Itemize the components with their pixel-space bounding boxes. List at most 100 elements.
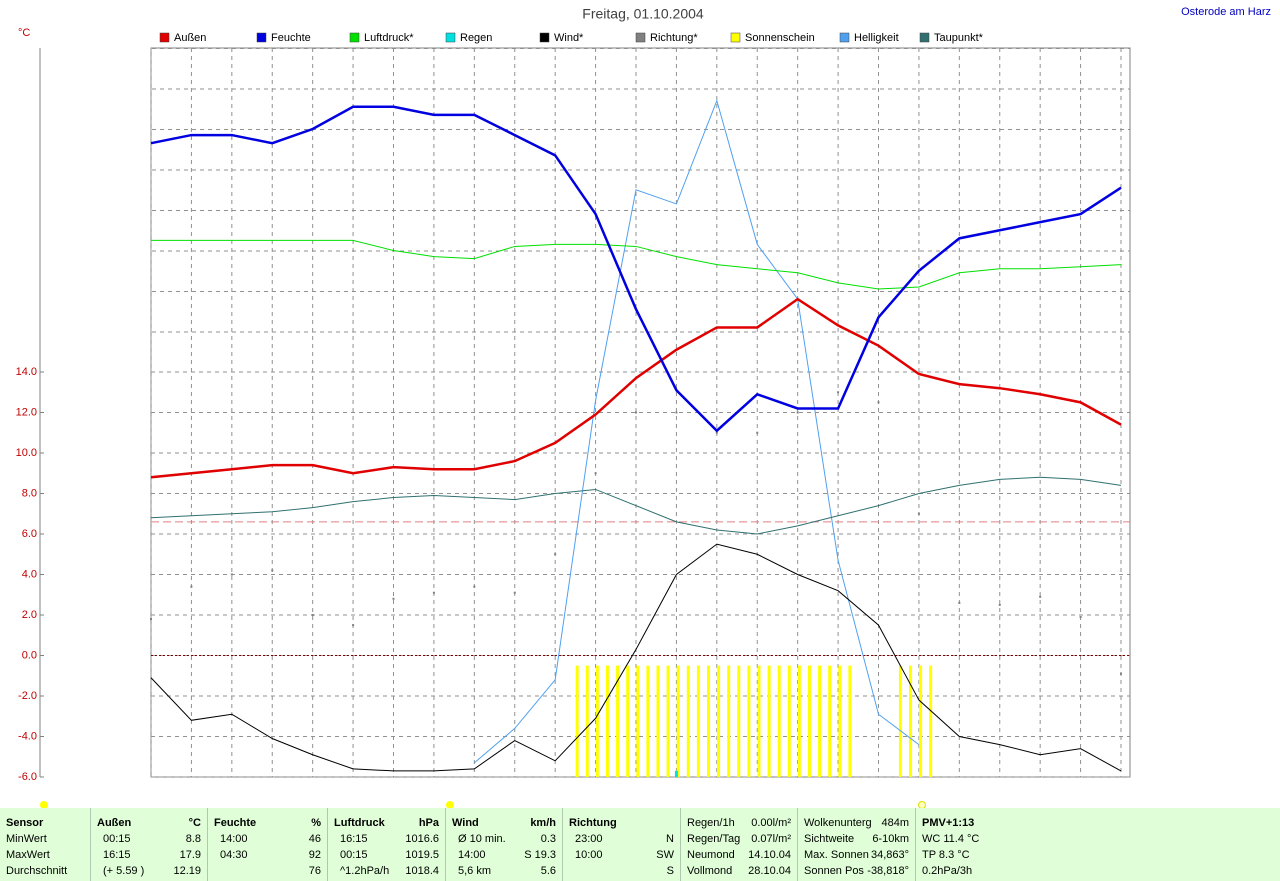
table-cell: Sichtweite [804,833,855,845]
chart: °C Freitag, 01.10.2004 Osterode am Harz … [16,6,1271,808]
table-row: MaxWert [6,847,84,863]
direction-dot [635,411,637,414]
legend-swatch [539,32,550,43]
table-cell: 28.10.04 [748,865,791,877]
series-line [150,476,1122,535]
legend-label: Wind* [554,32,584,44]
y-tick-label: 0.0 [22,649,37,661]
table-cell: Vollmond [687,865,733,877]
table-cell: hPa [418,817,439,829]
table-column: Wolkenunterg 484m Sichtweite 6-10km Max. Son… [797,808,915,881]
upper-grid [151,48,1130,372]
table-cell: N [666,833,674,845]
bar [674,770,678,777]
y-tick-label: -6.0 [18,771,37,783]
table-row: 00:15 8.8 [97,831,201,847]
table-column: Feuchte% 14:00 46 04:30 92 76 [207,808,327,881]
table-cell: Neumond [687,849,735,861]
table-column: Luftdruck hPa 16:15 1016.6 00:15 1019.5 ^1.2hP… [327,808,445,881]
summary-table: Sensor MinWert MaxWert Durchschnitt Außen °C 0… [0,808,1280,881]
table-row: 76 [214,863,321,879]
table-cell: 76 [308,865,321,877]
y-tick-label: 14.0 [16,366,37,378]
direction-dot [756,431,759,434]
table-cell: 14.10.04 [748,849,791,861]
series-line [150,105,1122,433]
legend-label: Taupunkt* [934,32,984,44]
table-cell: Sensor [6,817,44,829]
table-column: Wind km/h Ø 10 min. 0.3 14:00 S 19.3 5,6 km 5.6 [445,808,562,881]
table-row: 00:15 1019.5 [334,847,439,863]
table-row: Wolkenunterg 484m [804,815,909,831]
table-cell: Regen/Tag [687,833,741,845]
direction-dot [877,401,880,404]
y-tick-label: 8.0 [22,487,37,499]
table-cell: Feuchte [214,817,257,829]
y-tick-label: 4.0 [22,568,37,580]
table-row: Regen/Tag 0.07l/m² [687,831,791,847]
table-row: TP 8.3 °C [922,847,1029,863]
bar [696,665,738,777]
table-row: Sonnen Pos -38,818° [804,863,909,879]
table-cell: 0.07l/m² [751,833,791,845]
table-row: 5,6 km 5.6 [452,863,556,879]
direction-dot [230,573,233,576]
table-cell: WC 11.4 °C [922,833,980,845]
table-row: PMV+1:13 [922,815,1029,831]
table-cell: 46 [308,833,321,845]
table-cell: 1018.4 [405,865,439,877]
bar [898,665,940,777]
legend-swatch [730,32,741,43]
table-cell: 14:00 [220,833,248,845]
series-line [151,239,1122,290]
table-cell: 00:15 [340,849,368,861]
location: Osterode am Harz [1181,6,1271,18]
table-row: 23:00 N [569,831,674,847]
table-row: Vollmond 28.10.04 [687,863,791,879]
table-row: Luftdruck hPa [334,815,439,831]
table-cell: 16:15 [103,849,131,861]
table-cell: 1016.6 [405,833,439,845]
y-tick-label: 2.0 [22,609,37,621]
table-cell: Wolkenunterg [804,817,872,829]
table-cell: Durchschnitt [6,865,68,877]
direction-dot [473,585,476,588]
table-cell: °C [188,817,201,829]
direction-dot [1079,616,1082,619]
table-row: MinWert [6,831,84,847]
table-row: Sensor [6,815,84,831]
table-cell: 8.8 [185,833,201,845]
table-cell: Wind [452,817,479,829]
table-cell: ^1.2hPa/h [340,865,390,877]
bar [656,665,697,777]
table-cell: (+ 5.59 ) [103,865,145,877]
table-cell: S [666,865,674,877]
table-row: Wind km/h [452,815,556,831]
legend-swatch [349,32,360,43]
table-cell: 5.6 [540,865,556,877]
table-row: Regen/1h 0.00l/m² [687,815,791,831]
legend-label: Regen [460,32,492,44]
direction-dot [311,614,314,616]
legend-swatch [159,32,170,43]
table-cell: 1019.5 [405,849,439,861]
y-tick-label: -4.0 [18,730,37,742]
table-row: (+ 5.59 ) 12.19 [97,863,201,879]
legend-swatch [839,32,850,43]
table-column: Richtung 23:00 N 10:00 SW S [562,808,680,881]
direction-dot [1120,672,1122,675]
table-cell: 5,6 km [458,865,492,877]
table-row: Max. Sonnen 34,863° [804,847,909,863]
table-cell: 34,863° [870,849,909,861]
table-row: Außen °C [97,815,201,831]
table-cell: 0.00l/m² [751,817,791,829]
table-row: Neumond 14.10.04 [687,847,791,863]
direction-dot [150,618,152,621]
table-cell: MinWert [6,833,47,845]
table-row: Durchschnitt [6,863,84,879]
legend-swatch [635,32,646,43]
series-line [150,543,1122,772]
table-column: Sensor MinWert MaxWert Durchschnitt [0,808,90,881]
bar [737,665,778,777]
